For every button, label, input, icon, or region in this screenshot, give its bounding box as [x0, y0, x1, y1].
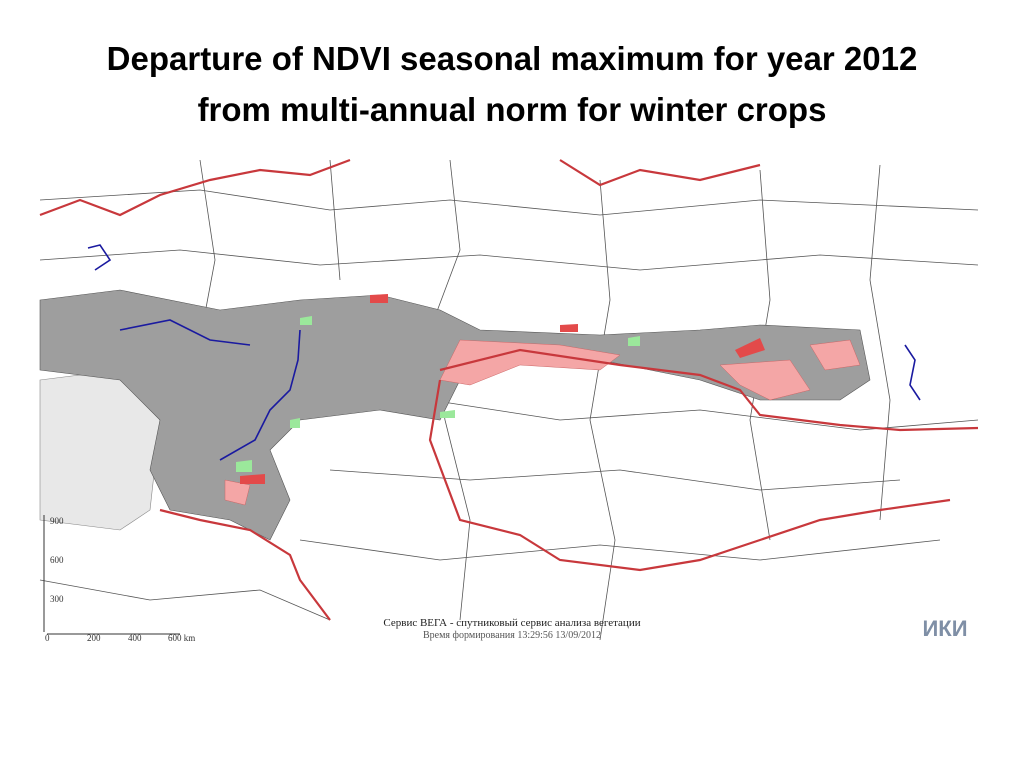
caption: Сервис ВЕГА - спутниковый сервис анализа… [383, 617, 640, 629]
river [119, 319, 251, 346]
country-border [159, 508, 331, 621]
country-border [428, 379, 951, 572]
logo: ИКИ [922, 616, 967, 641]
title-line: Departure of NDVI seasonal maximum for y… [107, 40, 918, 77]
strong-negative-departure [240, 294, 765, 484]
scale-label: 900 [50, 516, 64, 526]
timestamp: Время формирования 13:29:56 13/09/2012 [423, 630, 601, 641]
river [219, 329, 301, 461]
negative-departure [224, 339, 861, 506]
country-border [439, 348, 979, 432]
river [87, 244, 112, 271]
scale-label: 600 km [168, 633, 195, 643]
scale-label: 200 [87, 633, 101, 643]
scale-label: 300 [50, 594, 64, 604]
map [39, 158, 979, 645]
positive-departure [236, 316, 640, 472]
title-line: from multi-annual norm for winter crops [198, 91, 827, 128]
river [904, 344, 921, 401]
scale-label: 0 [45, 633, 50, 643]
scale-label: 600 [50, 555, 64, 565]
country-border [559, 159, 761, 187]
scale-label: 400 [128, 633, 142, 643]
country-border [39, 158, 351, 217]
